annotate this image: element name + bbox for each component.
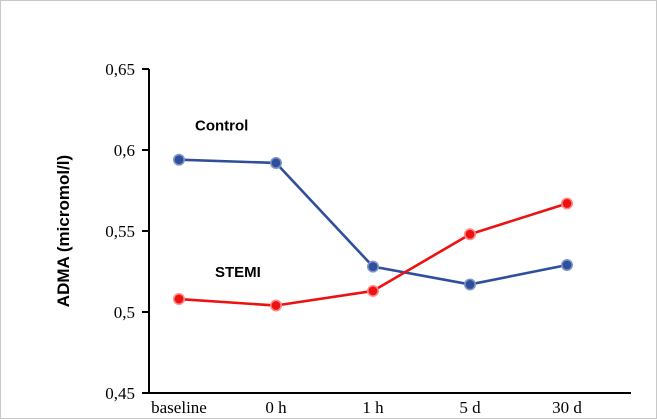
y-tick-label: 0,55: [105, 222, 135, 241]
data-point-control: [173, 153, 186, 166]
data-point-stemi: [269, 299, 282, 312]
data-point-control: [463, 278, 476, 291]
series-layer: [173, 153, 573, 312]
data-point-control: [269, 156, 282, 169]
x-tick-label: 1 h: [362, 398, 384, 417]
x-tick-label: baseline: [151, 398, 207, 417]
series-labels: Control STEMI: [195, 118, 261, 281]
data-point-stemi: [366, 284, 379, 297]
series-label-stemi: STEMI: [215, 264, 261, 281]
y-tick-label: 0,65: [105, 60, 135, 79]
data-point-stemi: [560, 197, 573, 210]
data-point-control: [560, 259, 573, 272]
y-axis-title: ADMA (micromol/l): [54, 155, 73, 307]
y-tick-label: 0,45: [105, 384, 135, 403]
y-ticks: 0,45 0,5 0,55 0,6 0,65: [105, 60, 149, 403]
series-label-control: Control: [195, 118, 248, 135]
y-tick-label: 0,6: [114, 141, 135, 160]
x-ticks: baseline 0 h 1 h 5 d 30 d: [151, 398, 582, 417]
x-tick-label: 0 h: [265, 398, 287, 417]
data-point-stemi: [173, 293, 186, 306]
y-tick-label: 0,5: [114, 303, 135, 322]
data-point-stemi: [463, 228, 476, 241]
x-tick-label: 5 d: [459, 398, 481, 417]
data-point-control: [366, 260, 379, 273]
x-tick-label: 30 d: [552, 398, 582, 417]
